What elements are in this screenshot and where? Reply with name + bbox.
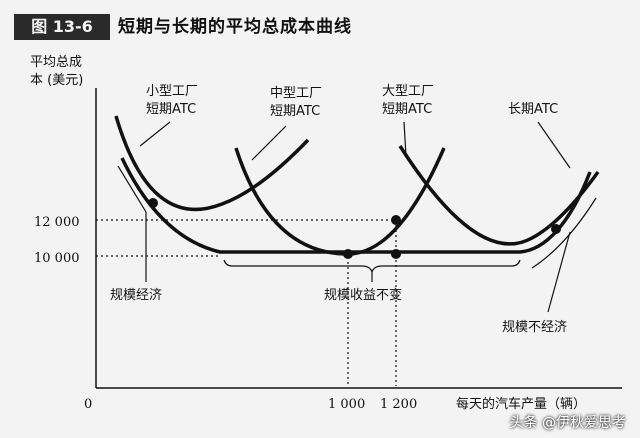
y-axis-label-line-2: 本 (美元)	[30, 73, 83, 88]
diseconomies-label-pointer	[547, 231, 571, 313]
long-label-pointer	[537, 121, 571, 169]
medium-plant-label-line-1: 中型工厂	[270, 86, 322, 101]
medium-plant-label-line-2: 短期ATC	[270, 104, 320, 119]
origin-label: 0	[84, 397, 92, 412]
constant-bracket	[223, 259, 521, 274]
point-large-tangent	[551, 224, 561, 234]
point-1200-12000	[391, 215, 401, 225]
x-tick-1000: 1 000	[328, 397, 365, 412]
figure-title: 短期与长期的平均总成本曲线	[118, 17, 352, 37]
y-tick-10000: 10 000	[34, 251, 80, 266]
point-1200-10000	[391, 249, 401, 259]
constant-label: 规模收益不变	[324, 287, 402, 303]
y-tick-12000: 12 000	[34, 215, 80, 230]
figure-number: 图 13-6	[14, 14, 110, 40]
large-plant-atc-curve	[398, 145, 600, 246]
large-plant-label-line-1: 大型工厂	[382, 84, 434, 99]
large-plant-label-line-2: 短期ATC	[382, 102, 432, 117]
watermark: 头条 @伊秋爱思考	[509, 415, 626, 431]
economies-label: 规模经济	[110, 288, 162, 303]
point-1000-10000	[343, 249, 353, 259]
small-plant-label-line-2: 短期ATC	[146, 102, 196, 117]
diseconomies-label: 规模不经济	[502, 320, 567, 335]
small-plant-atc-curve	[114, 115, 310, 212]
diseconomies-bracket	[531, 197, 597, 269]
x-axis-label: 每天的汽车产量（辆）	[456, 396, 586, 412]
long-run-atc-curve	[120, 157, 592, 254]
large-label-pointer	[403, 121, 407, 157]
economies-bracket	[117, 165, 147, 213]
y-axis-label-line-1: 平均总成	[30, 55, 82, 70]
medium-label-pointer	[251, 125, 287, 161]
x-tick-1200: 1 200	[380, 397, 417, 412]
long-run-atc-label: 长期ATC	[508, 102, 558, 117]
small-plant-label-line-1: 小型工厂	[146, 84, 198, 99]
small-label-pointer	[139, 121, 171, 147]
point-small-min	[148, 198, 158, 208]
